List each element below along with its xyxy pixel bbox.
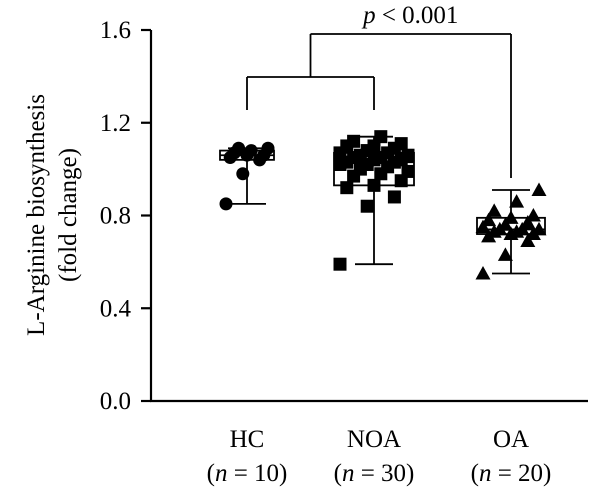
data-point-oa bbox=[531, 221, 547, 236]
x-category-labels: HC (n = 10) NOA (n = 30) OA (n = 20) bbox=[207, 426, 552, 487]
data-point-noa bbox=[401, 148, 415, 162]
data-point-noa bbox=[347, 134, 361, 148]
y-ticks: 0.0 0.4 0.8 1.2 1.6 bbox=[100, 17, 151, 415]
y-tick-label: 0.8 bbox=[100, 203, 131, 230]
data-point-hc bbox=[244, 144, 258, 158]
x-n-label-oa: (n = 20) bbox=[471, 460, 552, 487]
x-category-hc: HC bbox=[230, 426, 265, 453]
data-point-oa bbox=[481, 212, 497, 227]
data-point-noa bbox=[394, 137, 408, 151]
data-point-oa bbox=[475, 219, 491, 234]
data-point-noa bbox=[401, 164, 415, 178]
data-point-noa bbox=[374, 130, 388, 144]
data-point-noa bbox=[387, 190, 401, 204]
data-point-noa bbox=[367, 178, 381, 192]
y-axis-title-line1: L-Arginine biosynthesis bbox=[23, 94, 50, 336]
y-axis-title-line2: (fold change) bbox=[55, 148, 82, 282]
x-category-oa: OA bbox=[493, 426, 529, 453]
significance-bracket: p < 0.001 bbox=[246, 2, 512, 178]
data-point-noa bbox=[333, 257, 347, 271]
data-point-oa bbox=[475, 265, 491, 280]
y-tick-label: 0.0 bbox=[100, 388, 131, 415]
x-n-label-hc: (n = 10) bbox=[207, 460, 288, 487]
y-tick-label: 1.2 bbox=[100, 110, 131, 137]
data-point-noa bbox=[360, 199, 374, 213]
data-point-hc bbox=[261, 141, 275, 155]
data-point-hc bbox=[232, 141, 246, 155]
significance-label: p < 0.001 bbox=[361, 2, 458, 29]
y-tick-label: 0.4 bbox=[100, 295, 132, 322]
data-point-noa bbox=[340, 181, 354, 195]
data-point-hc bbox=[236, 167, 250, 181]
data-point-oa bbox=[520, 214, 536, 229]
data-points bbox=[219, 130, 547, 280]
x-category-noa: NOA bbox=[347, 426, 401, 453]
data-point-oa bbox=[509, 194, 525, 208]
data-point-oa bbox=[486, 203, 502, 217]
data-point-oa bbox=[514, 221, 530, 236]
data-point-oa bbox=[497, 217, 513, 231]
x-n-label-noa: (n = 30) bbox=[334, 460, 415, 487]
data-point-oa bbox=[525, 208, 541, 222]
data-point-oa bbox=[531, 182, 547, 196]
data-point-oa bbox=[520, 233, 536, 248]
data-point-hc bbox=[219, 197, 233, 211]
data-point-oa bbox=[497, 247, 513, 261]
data-point-oa bbox=[503, 210, 519, 224]
y-tick-label: 1.6 bbox=[100, 17, 131, 44]
